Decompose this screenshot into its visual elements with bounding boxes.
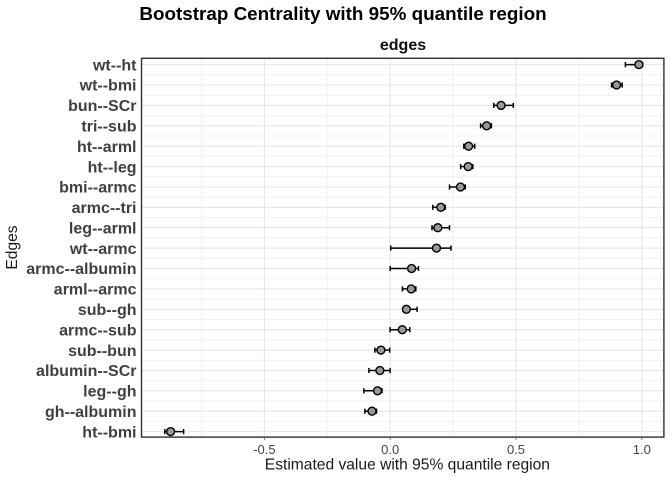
svg-text:Estimated value with 95% quant: Estimated value with 95% quantile region [265,456,550,473]
svg-text:armc--tri: armc--tri [72,200,137,217]
svg-text:1.0: 1.0 [633,442,651,457]
svg-text:ht--arml: ht--arml [77,139,137,156]
svg-text:sub--bun: sub--bun [68,343,136,360]
svg-text:wt--armc: wt--armc [69,241,137,258]
svg-text:armc--albumin: armc--albumin [26,261,136,278]
svg-text:gh--albumin: gh--albumin [45,404,137,421]
svg-text:ht--leg: ht--leg [88,159,137,176]
svg-text:armc--sub: armc--sub [59,322,137,339]
svg-text:wt--bmi: wt--bmi [79,78,137,95]
svg-text:arml--armc: arml--armc [54,282,137,299]
svg-text:wt--ht: wt--ht [92,57,137,74]
svg-text:leg--arml: leg--arml [69,220,137,237]
svg-text:ht--bmi: ht--bmi [82,424,136,441]
svg-text:albumin--SCr: albumin--SCr [36,363,136,380]
svg-text:tri--sub: tri--sub [81,119,136,136]
svg-text:bmi--armc: bmi--armc [59,180,136,197]
svg-text:Edges: Edges [4,225,21,269]
svg-text:sub--gh: sub--gh [78,302,137,319]
svg-text:0.0: 0.0 [381,442,399,457]
svg-text:edges: edges [380,37,426,54]
svg-text:-0.5: -0.5 [253,442,275,457]
svg-text:0.5: 0.5 [507,442,525,457]
svg-text:Bootstrap Centrality with 95%: Bootstrap Centrality with 95% quantile r… [139,3,546,24]
svg-text:bun--SCr: bun--SCr [68,98,136,115]
svg-text:leg--gh: leg--gh [83,384,136,401]
